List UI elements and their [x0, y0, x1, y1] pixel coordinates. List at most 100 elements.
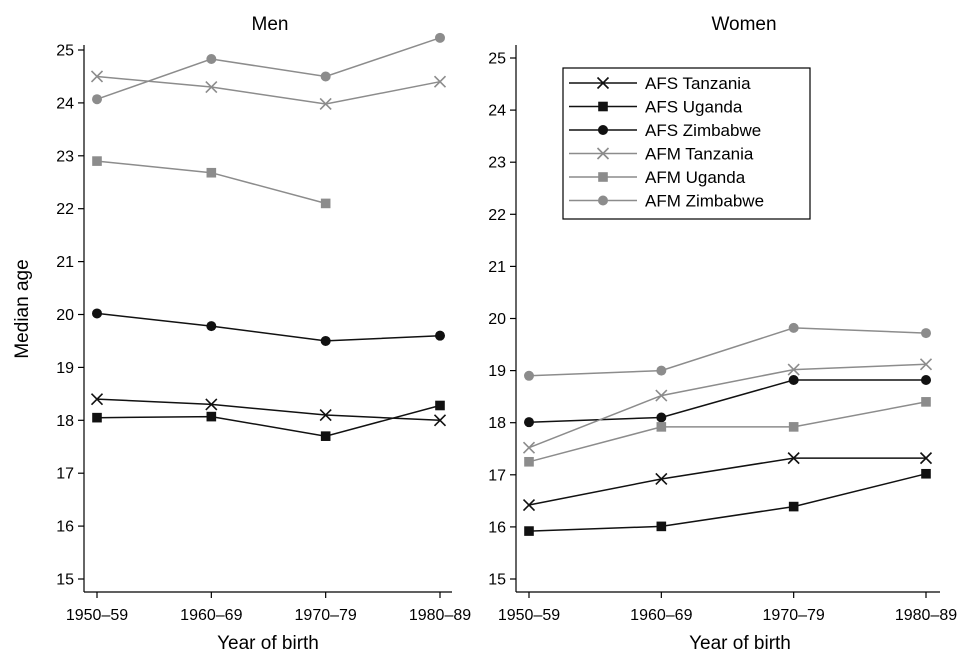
women-y-tick-label: 15 — [488, 572, 506, 589]
men-data-point — [435, 330, 445, 341]
women-data-point — [788, 374, 799, 385]
women-data-point — [656, 521, 667, 532]
men-x-tick-label: 1970–79 — [295, 607, 357, 624]
women-data-point — [788, 501, 799, 512]
women-series-line — [528, 457, 926, 506]
women-data-point — [524, 526, 534, 536]
women-panel-title: Women — [711, 14, 776, 35]
women-data-point — [524, 456, 534, 467]
men-y-tick-label: 23 — [56, 148, 74, 165]
women-y-tick-label: 24 — [488, 103, 506, 120]
women-series-2 — [524, 374, 931, 428]
men-series-line — [96, 404, 441, 437]
women-y-tick-label: 25 — [488, 51, 506, 68]
men-y-tick-label: 20 — [56, 307, 74, 324]
women-series-line — [528, 327, 927, 377]
women-data-point — [788, 322, 799, 333]
men-data-point — [205, 398, 218, 411]
women-data-point — [522, 498, 536, 512]
men-series-line — [96, 312, 441, 342]
men-y-tick-label: 22 — [56, 201, 74, 218]
legend-item: AFM Uganda — [569, 168, 746, 187]
legend-marker — [598, 172, 608, 182]
women-series-line — [528, 473, 927, 532]
men-x-tick-label: 1960–69 — [180, 607, 242, 624]
women-data-point — [919, 452, 933, 465]
men-series-line — [96, 37, 441, 100]
women-series-3 — [522, 358, 933, 454]
men-panel: Men Year of birth Median age 15 16 17 18 19 2… — [12, 14, 471, 654]
women-data-point — [787, 452, 800, 465]
women-panel: Women Year of birth 15 16 17 18 19 20 21 22 23 24… — [488, 14, 957, 654]
men-data-point — [433, 414, 447, 427]
legend-label: AFS Tanzania — [645, 74, 751, 93]
women-y-tick-label: 22 — [488, 207, 506, 224]
women-y-tick-label: 17 — [488, 467, 506, 484]
women-data-point — [524, 370, 534, 381]
legend-item: AFS Tanzania — [569, 74, 751, 93]
legend-item: AFM Zimbabwe — [569, 192, 764, 211]
men-data-point — [92, 156, 102, 166]
men-series-line — [96, 75, 441, 105]
men-data-point — [319, 408, 332, 422]
women-data-point — [656, 365, 667, 376]
women-y-tick-label: 16 — [488, 519, 506, 536]
men-data-point — [206, 167, 217, 178]
men-data-point — [320, 71, 331, 82]
men-series-line — [96, 398, 441, 422]
women-x-tick-label: 1980–89 — [895, 607, 957, 624]
legend-label: AFS Zimbabwe — [645, 121, 761, 140]
women-y-tick-label: 20 — [488, 311, 506, 328]
women-legend: AFS Tanzania AFS Uganda AFS Zimbabwe AFM Ta… — [562, 67, 811, 220]
men-x-axis-label: Year of birth — [217, 633, 319, 654]
men-data-point — [433, 75, 447, 88]
men-y-tick-label: 15 — [56, 572, 74, 589]
women-y-tick-label: 23 — [488, 155, 506, 172]
legend-marker — [596, 147, 610, 160]
men-data-point — [320, 335, 331, 346]
men-y-tick-label: 21 — [56, 254, 74, 271]
men-series-3 — [90, 70, 447, 111]
men-data-point — [206, 53, 217, 64]
men-data-point — [435, 400, 445, 411]
women-data-point — [522, 441, 536, 454]
women-y-tick-label: 18 — [488, 415, 506, 432]
legend-marker — [598, 195, 608, 206]
women-data-point — [655, 472, 668, 486]
men-series-1 — [92, 400, 445, 441]
legend-label: AFS Uganda — [645, 98, 743, 117]
legend-item: AFS Uganda — [569, 98, 743, 117]
legend-frame — [562, 67, 811, 220]
women-x-tick-label: 1950–59 — [498, 607, 560, 624]
men-data-point — [92, 308, 102, 319]
men-data-point — [90, 70, 104, 83]
men-series-5 — [92, 32, 445, 105]
women-series-line — [528, 363, 927, 449]
men-series-0 — [90, 393, 447, 427]
men-data-point — [92, 94, 102, 105]
women-data-point — [921, 374, 931, 385]
men-y-tick-label: 19 — [56, 360, 74, 377]
women-y-tick-label: 19 — [488, 363, 506, 380]
women-series-0 — [522, 452, 933, 512]
men-y-tick-label: 24 — [56, 95, 74, 112]
women-series-1 — [524, 468, 931, 536]
women-data-point — [656, 412, 667, 423]
men-series-group — [90, 32, 447, 441]
women-data-point — [921, 468, 931, 479]
women-series-line — [528, 379, 926, 423]
men-x-tick-label: 1950–59 — [66, 607, 128, 624]
women-series-5 — [524, 322, 931, 381]
women-data-point — [524, 417, 534, 428]
legend-item: AFS Zimbabwe — [569, 121, 761, 140]
men-x-tick-label: 1980–89 — [409, 607, 471, 624]
women-data-point — [656, 422, 667, 432]
women-data-point — [919, 358, 933, 371]
legend-marker — [596, 76, 610, 90]
men-y-axis-label: Median age — [12, 259, 33, 358]
legend-item: AFM Tanzania — [569, 145, 754, 164]
legend-marker — [598, 125, 608, 135]
men-series-4 — [92, 156, 331, 209]
women-data-point — [921, 328, 931, 339]
